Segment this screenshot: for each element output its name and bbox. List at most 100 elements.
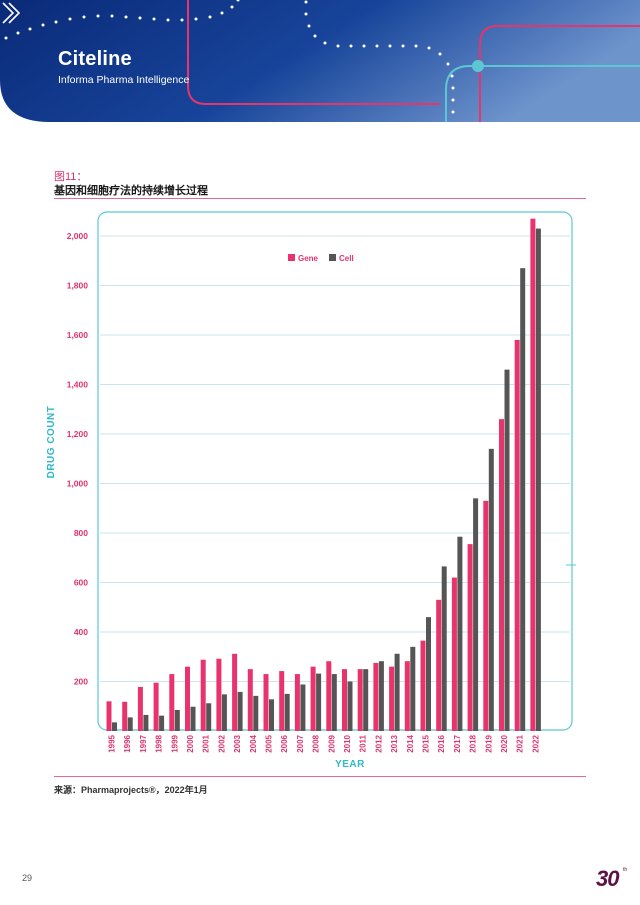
bar-cell bbox=[504, 369, 510, 731]
bar-gene bbox=[389, 666, 395, 731]
bar-cell bbox=[457, 536, 463, 731]
bar-cell bbox=[269, 699, 274, 731]
x-tick-label: 2010 bbox=[343, 734, 352, 752]
x-axis-ticks: 1995 1996 1997 1998 1999 2000 2001 2002 2003 2004… bbox=[108, 734, 541, 752]
y-tick-label: 1,400 bbox=[67, 380, 89, 390]
bar-cell bbox=[331, 674, 337, 731]
x-tick-label: 2009 bbox=[327, 734, 336, 752]
y-tick-label: 1,600 bbox=[67, 330, 89, 340]
bar-cell bbox=[237, 691, 243, 731]
x-tick-label: 2002 bbox=[217, 734, 226, 752]
bar-cell bbox=[221, 694, 227, 731]
bar-cell bbox=[378, 661, 384, 731]
bar-cell bbox=[426, 617, 431, 731]
bar-cell bbox=[520, 268, 526, 731]
bar-gene bbox=[483, 500, 489, 731]
x-tick-label: 2012 bbox=[374, 734, 383, 752]
x-tick-label: 2008 bbox=[312, 734, 321, 752]
bar-gene bbox=[530, 218, 536, 732]
y-tick-label: 600 bbox=[74, 578, 88, 588]
bar-gene bbox=[499, 419, 504, 731]
bars bbox=[106, 218, 541, 732]
x-tick-label: 2019 bbox=[484, 734, 493, 752]
y-tick-label: 2,000 bbox=[67, 231, 89, 241]
y-tick-label: 1,200 bbox=[67, 429, 89, 439]
x-tick-label: 2017 bbox=[453, 734, 462, 752]
x-tick-label: 2018 bbox=[469, 734, 478, 752]
bar-cell bbox=[159, 715, 165, 731]
y-tick-label: 400 bbox=[74, 627, 88, 637]
bar-cell bbox=[190, 706, 196, 731]
x-tick-label: 2003 bbox=[233, 734, 242, 752]
bar-gene bbox=[357, 669, 363, 731]
bar-cell bbox=[347, 681, 353, 731]
y-tick-label: 800 bbox=[74, 528, 88, 538]
bar-gene bbox=[342, 669, 347, 731]
bar-gene bbox=[169, 674, 175, 731]
x-tick-label: 2007 bbox=[296, 734, 305, 752]
x-tick-label: 1996 bbox=[123, 734, 132, 752]
x-tick-label: 2015 bbox=[422, 734, 431, 752]
bar-gene bbox=[279, 671, 285, 731]
chevron-logo-icon bbox=[2, 2, 21, 24]
bar-cell bbox=[284, 693, 290, 731]
bar-cell bbox=[535, 228, 541, 731]
y-tick-label: 1,800 bbox=[67, 281, 89, 291]
legend-label-cell: Cell bbox=[339, 254, 354, 263]
brand-name: Citeline bbox=[58, 48, 132, 70]
bar-gene bbox=[106, 701, 112, 731]
bar-cell bbox=[441, 566, 447, 731]
legend-swatch-gene bbox=[288, 254, 295, 261]
bar-gene bbox=[216, 658, 222, 731]
x-tick-label: 2020 bbox=[500, 734, 509, 752]
x-tick-label: 2011 bbox=[359, 734, 368, 752]
bar-gene bbox=[294, 674, 300, 731]
bar-gene bbox=[310, 666, 316, 731]
x-tick-label: 2021 bbox=[516, 734, 525, 752]
legend: Gene Cell bbox=[288, 254, 354, 263]
bar-cell bbox=[394, 653, 400, 731]
anniversary-badge-sup: th bbox=[623, 867, 628, 873]
bar-gene bbox=[451, 577, 457, 731]
bar-cell bbox=[112, 722, 117, 731]
bar-gene bbox=[326, 661, 332, 731]
bar-gene bbox=[263, 674, 269, 731]
bar-cell bbox=[363, 669, 369, 731]
x-tick-label: 2004 bbox=[249, 734, 258, 752]
brand-subtitle: Informa Pharma Intelligence bbox=[58, 74, 190, 86]
bar-gene bbox=[420, 640, 426, 731]
x-tick-label: 2006 bbox=[280, 734, 289, 752]
x-tick-label: 2000 bbox=[186, 734, 195, 752]
bar-gene bbox=[153, 682, 159, 731]
legend-label-gene: Gene bbox=[298, 254, 319, 263]
bar-gene bbox=[514, 339, 520, 731]
bar-cell bbox=[174, 709, 180, 731]
bar-cell bbox=[253, 695, 259, 731]
bar-cell bbox=[300, 684, 306, 731]
bar-cell bbox=[473, 498, 479, 731]
source-divider bbox=[54, 776, 586, 777]
figure-label: 图11： bbox=[54, 171, 88, 183]
bar-gene bbox=[122, 701, 128, 731]
x-tick-label: 2014 bbox=[406, 734, 415, 752]
bar-cell bbox=[206, 703, 212, 731]
x-tick-label: 2001 bbox=[202, 734, 211, 752]
x-tick-label: 1999 bbox=[170, 734, 179, 752]
bar-gene bbox=[200, 659, 206, 731]
x-tick-label: 2005 bbox=[265, 734, 274, 752]
bar-gene bbox=[436, 599, 442, 731]
y-axis-title: DRUG COUNT bbox=[46, 406, 57, 479]
bar-cell bbox=[127, 717, 133, 731]
y-axis-ticks: 200 400 600 800 1,000 1,200 1,400 1,600 1,800 2,0… bbox=[67, 231, 89, 687]
page-number: 29 bbox=[22, 873, 33, 883]
bar-gene bbox=[247, 669, 253, 731]
legend-swatch-cell bbox=[329, 254, 336, 261]
figure-divider bbox=[54, 198, 586, 199]
x-axis-title: YEAR bbox=[335, 759, 365, 770]
header-banner: Citeline Informa Pharma Intelligence bbox=[0, 0, 640, 122]
bar-gene bbox=[404, 661, 410, 731]
y-tick-label: 200 bbox=[74, 677, 88, 687]
x-tick-label: 1997 bbox=[139, 734, 148, 752]
x-tick-label: 2022 bbox=[531, 734, 540, 752]
x-tick-label: 2016 bbox=[437, 734, 446, 752]
